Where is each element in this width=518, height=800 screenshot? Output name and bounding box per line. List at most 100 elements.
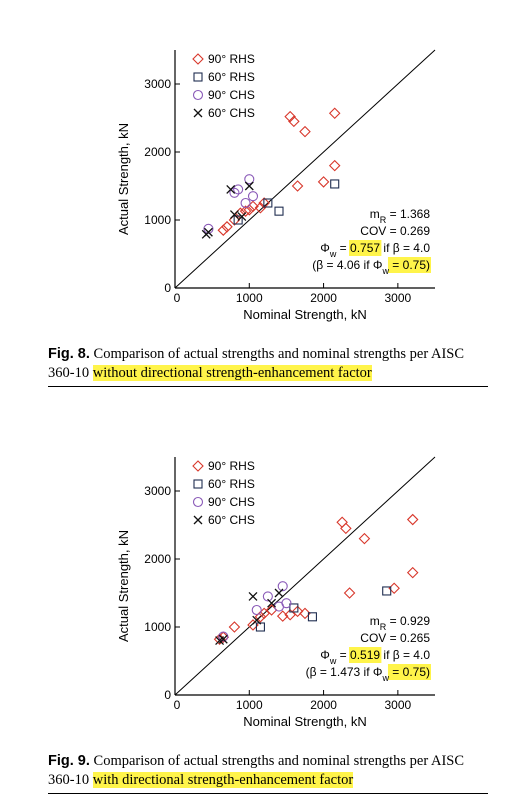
fig9-stat-line: mR = 0.929: [370, 614, 431, 632]
fig9-point-diamond: [406, 513, 419, 526]
fig9-point-x: [252, 615, 262, 625]
fig9-point-diamond: [358, 532, 371, 545]
fig8-stat-part: if β = 4.0: [380, 241, 430, 255]
fig8-point-diamond: [284, 110, 296, 123]
fig9-legend-label: 90° RHS: [208, 459, 255, 473]
fig8-point-diamond: [217, 224, 230, 236]
fig9-point-diamond: [343, 587, 356, 599]
fig8-y-tick-label: 3000: [144, 77, 171, 91]
fig9-stat-highlight: = 0.75): [389, 665, 430, 679]
fig9-point-diamond: [336, 516, 348, 529]
fig9-point-circle: [281, 598, 292, 609]
fig8-stat-part: w: [381, 266, 389, 276]
fig9-point-x: [274, 588, 284, 598]
figure-9-plot: 0 1000 2000 3000 0 1000 2000 3000 Nominal Streng…: [116, 456, 436, 729]
fig8-y-tick-label: 0: [164, 281, 171, 295]
fig8-point-circle: [233, 184, 244, 195]
fig9-point-x: [218, 634, 228, 644]
fig9-stat-line: Φw = 0.519 if β = 4.0: [320, 648, 430, 666]
fig8-point-diamond: [328, 107, 341, 120]
fig9-stat-part: = 0.929: [386, 614, 430, 628]
fig9-point-circle: [251, 604, 262, 616]
fig9-point-diamond: [291, 605, 304, 618]
fig9-point-circle: [218, 631, 229, 642]
fig8-legend-label: 60° RHS: [208, 70, 255, 84]
fig9-point-circle: [277, 581, 288, 592]
fig9-stat-part: w: [381, 673, 389, 683]
fig8-stat-part: =: [336, 241, 350, 255]
fig9-y-tick-label: 0: [164, 688, 171, 702]
figure-8-caption-highlight: without directional strength-enhancement…: [92, 365, 372, 381]
fig8-point-x: [237, 212, 247, 222]
figure-8-caption-text: Comparison of actual strengths and nomin…: [48, 346, 465, 381]
fig8-legend-marker-x: [193, 108, 203, 118]
fig8-y-axis-label: Actual Strength, kN: [116, 123, 131, 235]
fig8-point-circle: [247, 191, 259, 202]
fig8-reference-line: [174, 49, 436, 289]
fig8-stat-line: Φw = 0.757 if β = 4.0: [320, 241, 430, 259]
fig8-stat-line: mR = 1.368: [370, 207, 431, 225]
fig9-legend-marker-square: [193, 479, 203, 489]
fig8-legend-label: 90° RHS: [208, 52, 255, 66]
fig9-y-tick-label: 1000: [144, 620, 171, 634]
figure-9-chart: 0 1000 2000 3000 0 1000 2000 3000 Nominal Streng…: [0, 437, 518, 729]
fig8-stat-part: m: [370, 207, 380, 221]
fig8-point-diamond: [221, 221, 233, 233]
fig9-point-circle: [262, 591, 273, 602]
fig9-x-tick-label: 3000: [385, 698, 412, 712]
fig9-stat-part: R: [380, 622, 387, 632]
fig9-point-x: [267, 598, 277, 608]
figure-8-chart: 0 1000 2000 3000 0 1000 2000 3000 Nominal Streng…: [0, 30, 518, 322]
fig9-x-axis-label: Nominal Strength, kN: [243, 714, 367, 729]
fig9-point-diamond: [406, 566, 419, 579]
fig8-stat-line: COV = 0.269: [360, 224, 430, 238]
fig9-point-diamond: [254, 611, 267, 623]
fig9-legend-marker-diamond: [192, 460, 204, 472]
fig9-point-square: [382, 586, 392, 596]
fig8-point-diamond: [328, 159, 341, 172]
fig8-legend-label: 90° CHS: [208, 88, 255, 102]
fig9-stat-part: =: [336, 648, 350, 662]
fig8-legend-marker-diamond: [192, 53, 204, 65]
fig8-point-diamond: [291, 180, 304, 192]
fig9-x-tick-label: 0: [174, 698, 181, 712]
figure-9-caption: Fig. 9. Comparison of actual strengths a…: [48, 752, 488, 790]
fig9-legend-label: 60° CHS: [208, 513, 255, 527]
fig8-y-tick-label: 2000: [144, 145, 171, 159]
fig8-point-circle: [203, 223, 214, 234]
fig8-stat-part: Φ: [320, 241, 330, 255]
fig8-stat-highlight: = 0.75): [389, 258, 430, 272]
fig8-point-circle: [244, 174, 255, 185]
fig9-stat-part: m: [370, 614, 380, 628]
fig8-point-square: [263, 198, 273, 208]
fig8-stat-highlight-bg: [387, 257, 431, 273]
fig9-stat-part: (β = 1.473 if Φ: [306, 665, 383, 679]
fig8-point-diamond: [288, 115, 300, 128]
fig8-point-diamond: [258, 197, 270, 209]
fig9-stat-highlight: 0.519: [350, 648, 380, 662]
figure-8-label: Fig. 8.: [48, 346, 90, 362]
fig8-stat-part: COV = 0.269: [360, 224, 430, 238]
fig8-stat-highlight-bg: [349, 240, 382, 256]
fig8-point-diamond: [317, 176, 330, 188]
fig9-legend-label: 90° CHS: [208, 495, 255, 509]
fig8-point-square: [233, 215, 243, 225]
figure-9-rule: [48, 793, 488, 794]
figure-9-caption-text: Comparison of actual strengths and nomin…: [48, 753, 465, 788]
fig8-point-x: [229, 210, 239, 220]
fig9-y-axis-label: Actual Strength, kN: [116, 530, 131, 642]
fig9-y-tick-label: 3000: [144, 484, 171, 498]
fig9-stat-part: if β = 4.0: [380, 648, 430, 662]
fig9-point-x: [248, 591, 258, 601]
fig8-stat-part: R: [380, 215, 387, 225]
fig9-stat-line: (β = 1.473 if Φw = 0.75): [306, 665, 430, 683]
fig9-point-diamond: [228, 621, 241, 633]
fig9-reference-line: [174, 456, 436, 696]
fig8-x-tick-label: 2000: [310, 291, 337, 305]
fig9-stat-part: Φ: [320, 648, 330, 662]
fig9-legend-label: 60° RHS: [208, 477, 255, 491]
fig9-stat-highlight-bg: [387, 664, 431, 680]
fig9-x-tick-label: 1000: [236, 698, 263, 712]
figure-8-rule: [48, 386, 488, 387]
fig8-y-tick-label: 1000: [144, 213, 171, 227]
